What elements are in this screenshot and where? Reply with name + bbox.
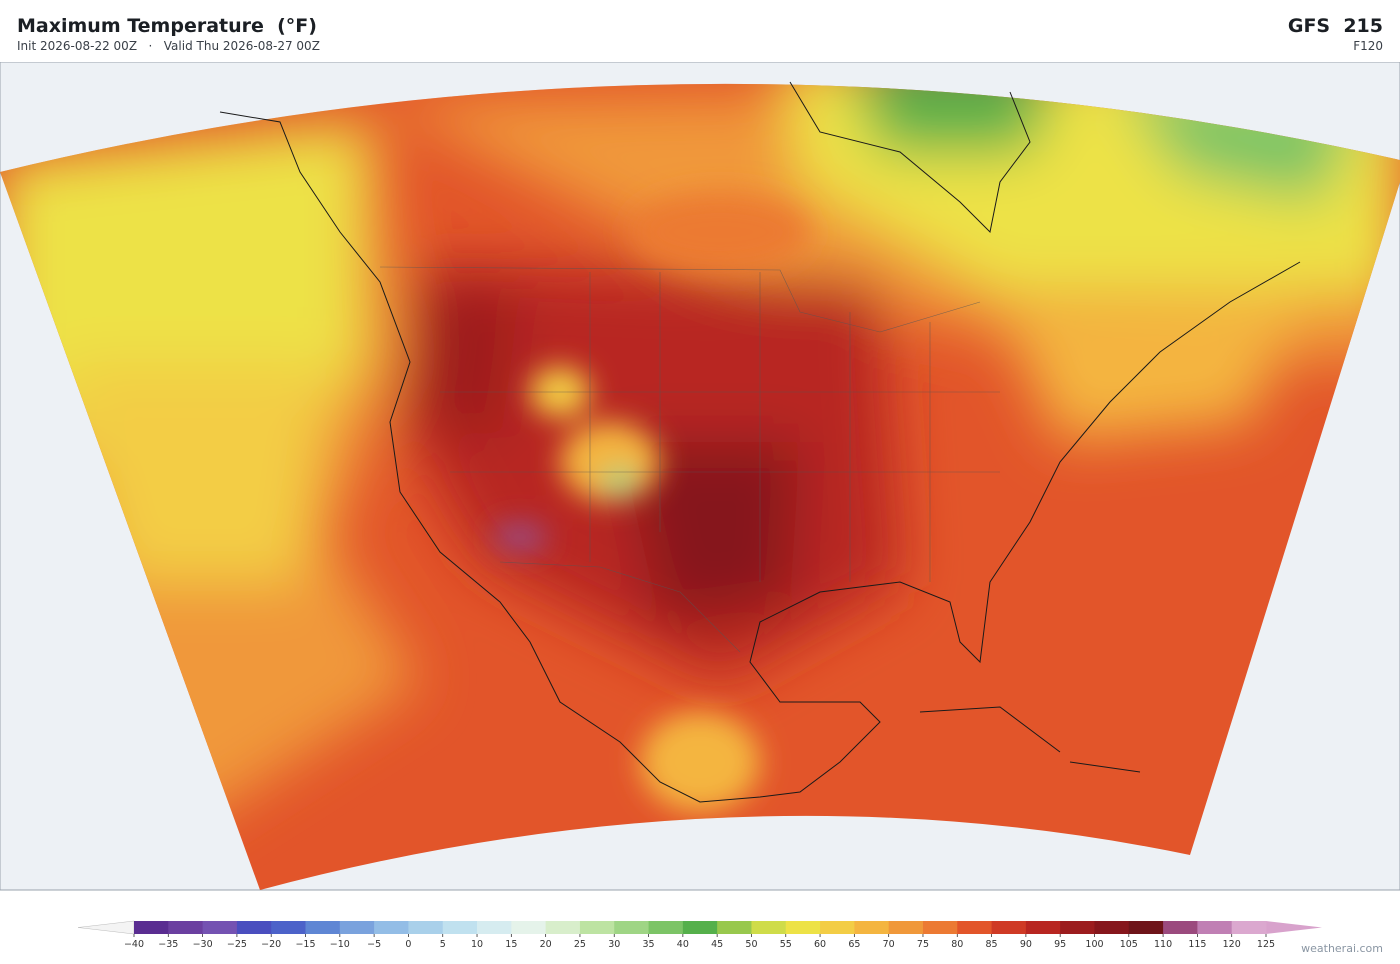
color-bin — [1094, 921, 1130, 934]
tick-label: −15 — [295, 939, 315, 950]
color-bin — [682, 921, 718, 934]
color-bin — [854, 921, 890, 934]
tick-label: 65 — [848, 939, 860, 950]
color-bin — [1163, 921, 1198, 934]
colorbar: −40 −35 −30 −25 −20 −15 −10 −5 0 5 10 15 20 25 30 35 40 4… — [77, 920, 1322, 950]
tick-label: 120 — [1223, 939, 1241, 950]
color-bin — [339, 921, 375, 934]
tick-label: −35 — [158, 939, 178, 950]
tick-label: 85 — [986, 939, 998, 950]
tick-label: −25 — [227, 939, 247, 950]
color-bin — [579, 921, 615, 934]
tick-label: 35 — [642, 939, 654, 950]
valid-time: Valid Thu 2026-08-27 00Z — [163, 39, 320, 53]
color-bin — [751, 921, 787, 934]
tick-label: 60 — [814, 939, 826, 950]
color-bin — [442, 921, 478, 934]
color-bin — [1060, 921, 1095, 934]
color-bin — [545, 921, 581, 934]
color-bin — [614, 921, 649, 934]
color-bin — [202, 921, 238, 934]
tick-label: 15 — [505, 939, 517, 950]
separator: · — [148, 39, 153, 53]
tick-label: 20 — [540, 939, 552, 950]
tick-label: 40 — [677, 939, 689, 950]
coastlines — [219, 81, 1301, 803]
subtitle: Init 2026-08-22 00Z · Valid Thu 2026-08-… — [17, 39, 320, 53]
color-bin — [820, 921, 855, 934]
tick-label: 45 — [711, 939, 723, 950]
tick-label: 110 — [1154, 939, 1172, 950]
map-title: Maximum Temperature (°F) — [17, 15, 317, 37]
tick-label: 100 — [1085, 939, 1103, 950]
color-bin — [374, 921, 409, 934]
color-bin — [957, 921, 992, 934]
tick-label: 25 — [574, 939, 586, 950]
color-bin — [717, 921, 752, 934]
color-bin — [1025, 921, 1061, 934]
color-bin — [648, 921, 684, 934]
tick-label: 115 — [1188, 939, 1206, 950]
tick-label: 75 — [917, 939, 929, 950]
tick-label: 0 — [405, 939, 411, 950]
tick-label: −10 — [330, 939, 350, 950]
color-bin — [408, 921, 444, 934]
color-bin — [1197, 921, 1233, 934]
color-bin — [477, 921, 512, 934]
tick-label: −20 — [261, 939, 281, 950]
watermark: weatherai.com — [1301, 942, 1383, 955]
color-bin — [271, 921, 306, 934]
tick-label: 90 — [1020, 939, 1032, 950]
tick-label: 95 — [1054, 939, 1066, 950]
init-time: Init 2026-08-22 00Z — [17, 39, 138, 53]
color-bin — [888, 921, 924, 934]
colorbar-under — [77, 920, 135, 935]
tick-label: −30 — [193, 939, 213, 950]
color-bin — [511, 921, 547, 934]
colorbar-over — [1266, 921, 1322, 934]
color-bin — [236, 921, 272, 934]
tick-label: −40 — [124, 939, 144, 950]
tick-label: 5 — [440, 939, 446, 950]
color-bin — [1231, 921, 1267, 934]
borders — [379, 266, 1000, 653]
color-bin — [305, 921, 341, 934]
forecast-hour: F120 — [1353, 39, 1383, 53]
tick-label: 105 — [1120, 939, 1138, 950]
tick-label: 80 — [951, 939, 963, 950]
color-bin — [922, 921, 958, 934]
color-bin — [168, 921, 204, 934]
color-bin — [134, 921, 169, 934]
model-label: GFS 215 — [1287, 15, 1383, 37]
tick-label: 10 — [471, 939, 483, 950]
tick-label: 55 — [780, 939, 792, 950]
tick-label: 70 — [883, 939, 895, 950]
tick-label: 30 — [608, 939, 620, 950]
color-bin — [991, 921, 1027, 934]
tick-label: −5 — [367, 939, 381, 950]
color-bin — [1128, 921, 1164, 934]
tick-label: 50 — [745, 939, 757, 950]
map — [0, 62, 1400, 891]
color-bin — [785, 921, 821, 934]
tick-label: 125 — [1257, 939, 1275, 950]
